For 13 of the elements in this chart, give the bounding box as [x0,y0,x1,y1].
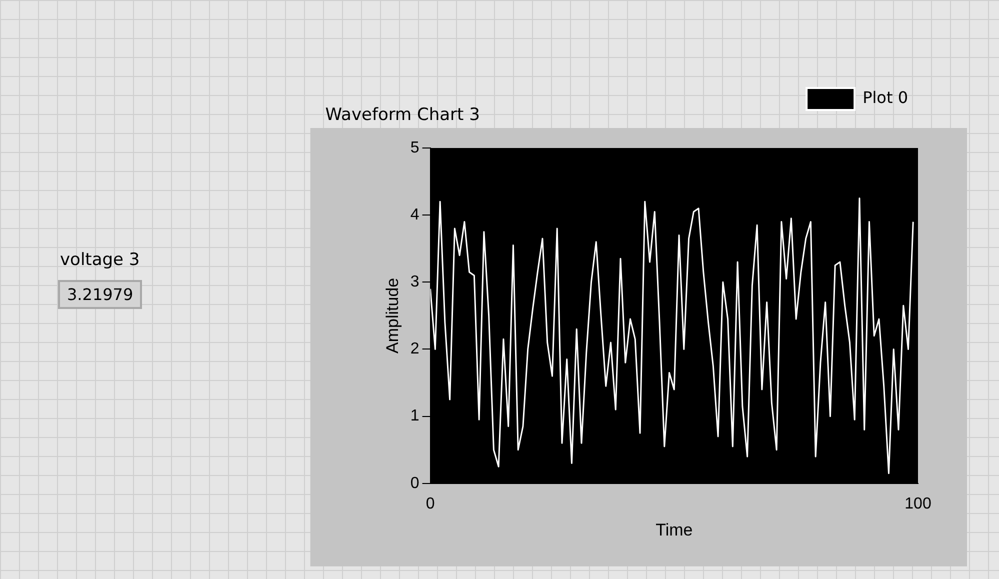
y-tick-label: 2 [410,340,420,358]
legend-label: Plot 0 [862,88,908,108]
chart-title: Waveform Chart 3 [325,104,480,125]
text: 3.21979 [58,280,142,309]
y-tick-label: 5 [410,139,420,156]
y-tick-label: 1 [410,408,420,425]
y-axis-title: Amplitude [382,278,402,354]
x-tick-label: 100 [904,495,932,512]
y-tick-label: 3 [410,274,420,291]
text: voltage 3 [60,250,140,270]
y-tick-label: 4 [410,206,420,224]
y-tick-label: 0 [410,474,420,492]
x-axis-title: Time [656,520,693,540]
